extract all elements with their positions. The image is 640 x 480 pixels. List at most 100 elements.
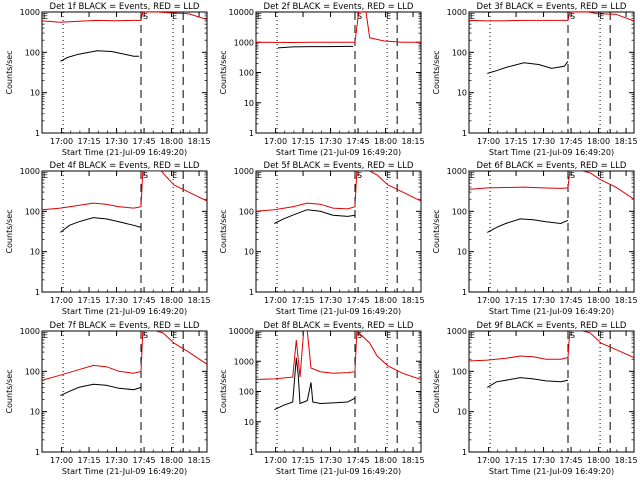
lld-series-line	[42, 171, 207, 211]
x-axis-label: Start Time (21-Jul-09 16:49:20)	[276, 467, 401, 476]
plot-frame	[255, 11, 422, 134]
y-tick-label: 1000	[447, 8, 467, 17]
plot-frame	[468, 11, 635, 134]
y-axis-label: Counts/sec	[432, 369, 441, 413]
y-tick-label: 1	[462, 129, 467, 138]
x-axis-label: Start Time (21-Jul-09 16:49:20)	[276, 148, 401, 157]
s-marker-label: S	[570, 331, 575, 340]
panel-title: Det 8f BLACK = Events, RED = LLD	[264, 321, 414, 331]
x-tick-label: 18:15	[188, 456, 211, 465]
x-tick-label: 17:15	[78, 456, 101, 465]
y-tick-label: 10	[244, 248, 254, 257]
plot-frame	[468, 330, 635, 453]
e-marker-label: E	[172, 331, 177, 340]
x-tick-label: 17:45	[560, 456, 583, 465]
x-tick-label: 17:45	[560, 296, 583, 305]
y-tick-label: 100	[239, 69, 254, 78]
plot-frame	[468, 170, 635, 293]
s-marker-label: S	[357, 12, 362, 21]
e-marker-label: E	[470, 12, 475, 21]
x-tick-label: 18:15	[615, 456, 638, 465]
events-series-line	[274, 357, 356, 411]
y-tick-label: 1000	[20, 167, 40, 176]
y-tick-label: 10000	[229, 8, 254, 17]
y-tick-label: 10	[457, 408, 467, 417]
x-tick-label: 18:00	[587, 296, 610, 305]
x-tick-label: 17:00	[264, 296, 287, 305]
y-tick-label: 1000	[447, 167, 467, 176]
y-tick-label: 10	[457, 248, 467, 257]
s-marker-label: S	[570, 171, 575, 180]
e-marker-label: E	[599, 171, 604, 180]
y-tick-label: 1000	[447, 327, 467, 336]
e-marker-label: E	[599, 331, 604, 340]
x-axis-label: Start Time (21-Jul-09 16:49:20)	[489, 467, 614, 476]
x-tick-label: 18:00	[587, 456, 610, 465]
y-tick-label: 10	[30, 248, 40, 257]
x-axis-label: Start Time (21-Jul-09 16:49:20)	[62, 467, 187, 476]
x-tick-label: 17:00	[50, 456, 73, 465]
y-axis-label: Counts/sec	[432, 209, 441, 253]
events-series-line	[60, 50, 140, 62]
y-tick-label: 1000	[234, 38, 254, 47]
y-tick-label: 100	[452, 48, 467, 57]
x-tick-label: 18:00	[160, 456, 183, 465]
x-tick-label: 17:30	[532, 137, 555, 146]
s-marker-label: S	[143, 171, 148, 180]
x-tick-label: 17:15	[505, 137, 528, 146]
events-series-line	[59, 217, 142, 233]
lld-series-line	[256, 12, 421, 44]
panel-det-5: Det 5f BLACK = Events, RED = LLD Counts/s…	[219, 161, 425, 316]
panel-det-1: Det 1f BLACK = Events, RED = LLD Counts/s…	[5, 2, 211, 157]
lld-series-line	[256, 171, 421, 212]
y-tick-label: 1	[249, 448, 254, 457]
y-axis-label: Counts/sec	[432, 50, 441, 94]
y-tick-label: 1	[35, 288, 40, 297]
x-tick-label: 17:45	[133, 456, 156, 465]
x-tick-label: 17:30	[105, 137, 128, 146]
x-tick-label: 17:15	[292, 456, 315, 465]
lld-series-line	[469, 331, 634, 362]
x-tick-label: 17:00	[50, 296, 73, 305]
y-tick-label: 100	[452, 367, 467, 376]
y-axis-label: Counts/sec	[5, 50, 14, 94]
events-series-line	[60, 383, 142, 397]
x-tick-label: 18:15	[188, 137, 211, 146]
e-marker-label: E	[172, 171, 177, 180]
x-tick-label: 17:45	[347, 137, 370, 146]
e-marker-label: E	[386, 331, 391, 340]
e-marker-label: E	[599, 12, 604, 21]
panel-det-6: Det 6f BLACK = Events, RED = LLD Counts/s…	[432, 161, 638, 316]
x-axis-label: Start Time (21-Jul-09 16:49:20)	[62, 307, 187, 316]
x-tick-label: 17:30	[319, 296, 342, 305]
y-tick-label: 1	[249, 129, 254, 138]
x-tick-label: 17:30	[105, 296, 128, 305]
x-tick-label: 18:15	[615, 137, 638, 146]
e-marker-label: E	[386, 171, 391, 180]
y-tick-label: 100	[239, 207, 254, 216]
x-tick-label: 17:15	[505, 456, 528, 465]
s-marker-label: S	[143, 331, 148, 340]
x-tick-label: 18:00	[587, 137, 610, 146]
s-marker-label: S	[357, 171, 362, 180]
panel-title: Det 3f BLACK = Events, RED = LLD	[477, 2, 627, 12]
x-tick-label: 17:15	[505, 296, 528, 305]
y-tick-label: 100	[25, 48, 40, 57]
panel-det-9: Det 9f BLACK = Events, RED = LLD Counts/s…	[432, 321, 638, 476]
y-axis-label: Counts/sec	[219, 50, 228, 94]
events-series-line	[277, 45, 354, 49]
plot-frame	[255, 330, 422, 453]
plot-frame	[41, 330, 208, 453]
x-tick-label: 18:00	[374, 137, 397, 146]
x-axis-label: Start Time (21-Jul-09 16:49:20)	[276, 307, 401, 316]
x-tick-label: 17:00	[264, 456, 287, 465]
e-marker-label: E	[43, 171, 48, 180]
x-tick-label: 17:00	[477, 456, 500, 465]
panel-det-3: Det 3f BLACK = Events, RED = LLD Counts/s…	[432, 2, 638, 157]
events-series-line	[487, 218, 569, 233]
x-tick-label: 18:00	[374, 296, 397, 305]
y-tick-label: 10	[30, 408, 40, 417]
x-tick-label: 17:30	[532, 296, 555, 305]
panel-title: Det 6f BLACK = Events, RED = LLD	[477, 161, 627, 171]
y-axis-label: Counts/sec	[219, 209, 228, 253]
